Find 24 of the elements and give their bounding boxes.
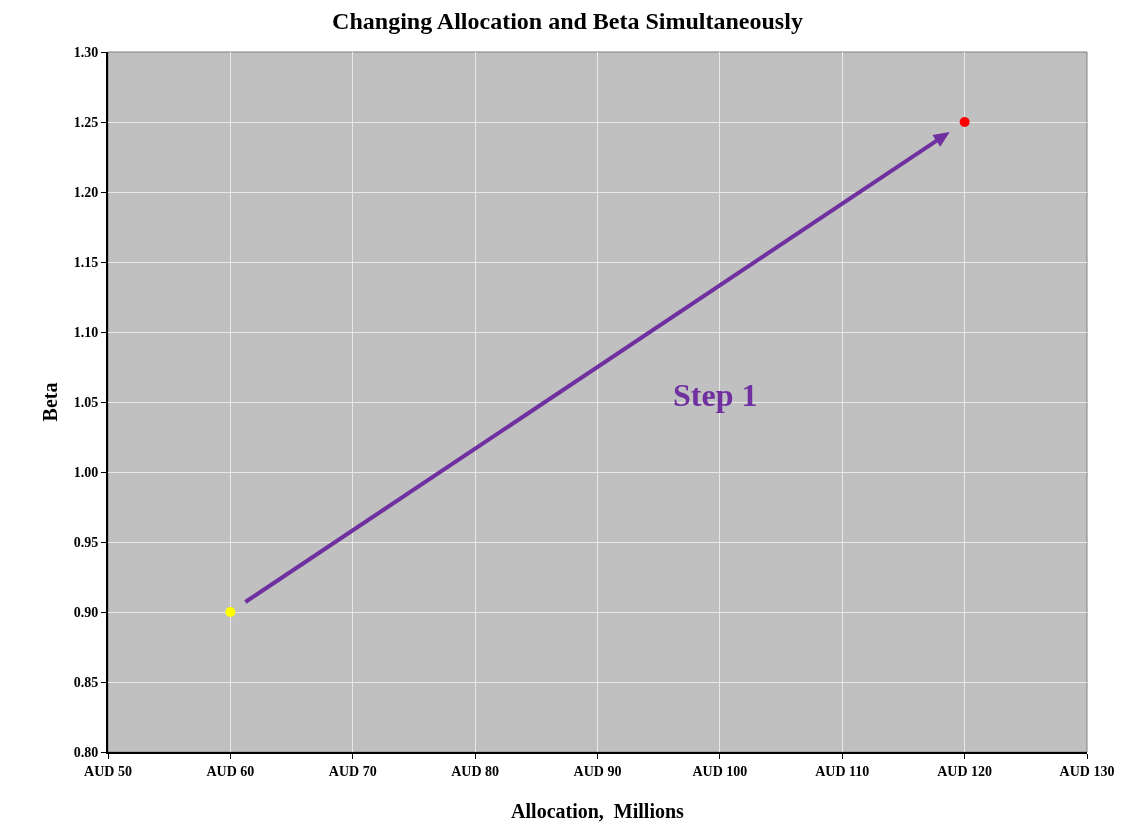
- y-tick-label: 1.15: [73, 254, 99, 270]
- x-tick-label: AUD 60: [206, 763, 255, 779]
- x-tick-label: AUD 90: [573, 763, 622, 779]
- x-tick-label: AUD 100: [692, 763, 748, 779]
- y-tick-label: 1.10: [73, 324, 99, 340]
- x-tick-label: AUD 130: [1059, 763, 1115, 779]
- y-tick-label: 1.00: [73, 464, 99, 480]
- x-tick-label: AUD 110: [815, 763, 870, 779]
- x-tick-label: AUD 80: [451, 763, 500, 779]
- x-axis-title: Allocation, Millions: [511, 800, 685, 822]
- y-axis-title: Beta: [39, 382, 61, 422]
- y-tick-label: 0.95: [73, 534, 99, 550]
- chart-title: Changing Allocation and Beta Simultaneously: [332, 8, 803, 35]
- x-tick-label: AUD 70: [328, 763, 377, 779]
- y-tick-label: 1.05: [73, 394, 99, 410]
- y-tick-label: 0.80: [73, 744, 99, 760]
- y-tick-label: 0.90: [73, 604, 99, 620]
- annotation: Step 1: [673, 377, 758, 413]
- y-tick-label: 1.20: [73, 184, 99, 200]
- x-tick-label: AUD 120: [937, 763, 993, 779]
- y-tick-label: 1.30: [73, 44, 99, 60]
- y-tick-label: 1.25: [73, 114, 99, 130]
- x-tick-label: AUD 50: [84, 763, 132, 779]
- y-tick-label: 0.85: [73, 674, 99, 690]
